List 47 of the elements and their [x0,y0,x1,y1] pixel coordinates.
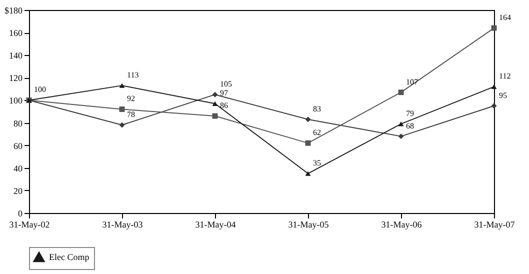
data-label: 92 [127,94,135,104]
y-tick-label: 40 [14,163,23,174]
point [491,84,497,90]
y-tick-label: 80 [14,118,23,128]
x-tick-label: 31-May-07 [474,220,516,230]
point [305,171,311,176]
x-tick-label: 31-May-05 [288,220,330,230]
data-label: 164 [499,13,511,22]
x-tick-label: 31-May-02 [9,220,50,230]
data-label: 62 [313,128,321,138]
point [119,122,125,128]
y-tick-label: $180 [4,6,23,16]
x-tick-label: 31-May-03 [102,220,144,230]
data-label: 35 [313,158,321,168]
point [491,25,497,31]
x-tick-label: 31-May-06 [381,220,422,230]
y-tick-label: 60 [14,140,23,151]
point [305,140,311,146]
y-tick-label: 100 [9,96,23,106]
point [212,92,218,98]
point [305,116,311,122]
point [119,106,125,112]
data-label: 86 [220,101,228,110]
point [119,83,125,88]
point [398,134,404,140]
point [491,103,497,109]
y-tick-label: 0 [18,208,23,218]
y-tick-label: 20 [14,186,23,196]
data-label: 105 [220,80,232,89]
x-tick-label: 31-May-04 [195,220,236,230]
data-label: 95 [499,90,507,100]
y-tick-label: 160 [9,28,23,38]
data-label: 107 [406,77,418,86]
point [398,90,404,96]
data-label: 78 [127,110,135,120]
legend-label: Elec Comp [49,252,90,262]
data-label: 68 [406,121,414,130]
data-label: 97 [220,88,228,98]
data-label: 79 [406,108,414,118]
y-tick-label: 140 [9,50,23,61]
data-label: 83 [313,104,321,114]
data-label: 100 [34,85,46,94]
point [398,122,404,126]
data-label: 112 [499,72,511,81]
y-tick-label: 120 [9,73,23,84]
data-label: 113 [127,70,139,80]
point [212,101,218,106]
